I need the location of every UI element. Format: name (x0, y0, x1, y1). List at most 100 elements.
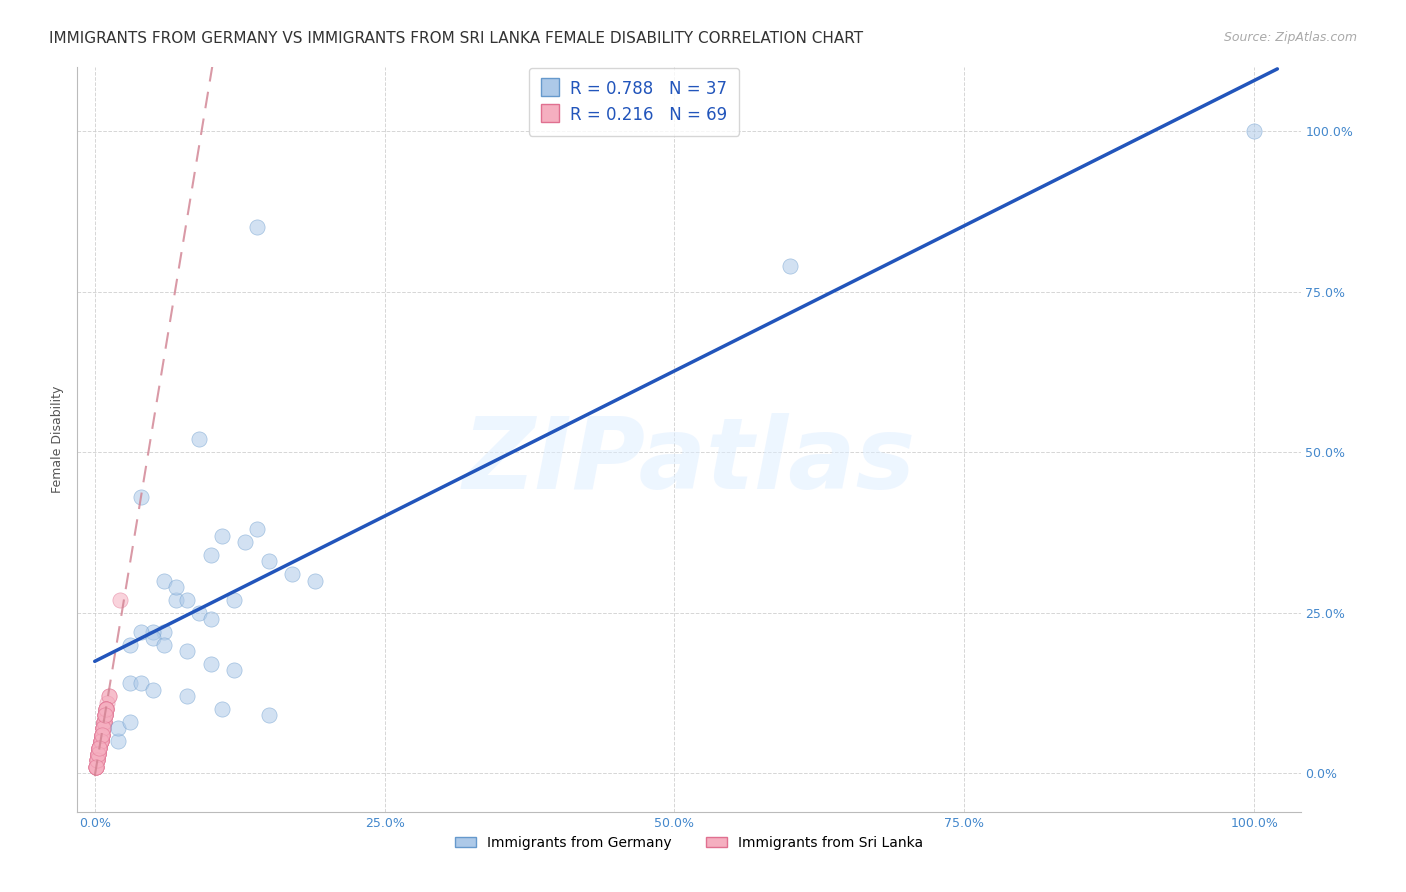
Point (84, 760, 107, 774)
Point (246, 220, 269, 235)
Point (89, 740, 111, 755)
Point (96, 702, 118, 716)
Point (176, 644, 198, 658)
Point (222, 592, 245, 607)
Point (779, 259, 801, 273)
Point (304, 574, 326, 588)
Point (91, 721, 114, 735)
Text: ZIPatlas: ZIPatlas (463, 413, 915, 510)
Point (93, 714, 115, 729)
Point (222, 664, 245, 678)
Point (93, 714, 115, 729)
Point (96, 696, 118, 710)
Point (90, 728, 112, 742)
Point (200, 657, 222, 671)
Point (87, 747, 110, 761)
Point (86, 753, 108, 767)
Point (84, 760, 107, 774)
Text: IMMIGRANTS FROM GERMANY VS IMMIGRANTS FROM SRI LANKA FEMALE DISABILITY CORRELATI: IMMIGRANTS FROM GERMANY VS IMMIGRANTS FR… (49, 31, 863, 46)
Point (153, 638, 176, 652)
Point (281, 567, 304, 582)
Point (87, 747, 110, 761)
Point (93, 714, 115, 729)
Point (94, 708, 117, 723)
Point (142, 624, 165, 639)
Point (97, 689, 120, 703)
Point (90, 728, 112, 742)
Point (89, 740, 111, 755)
Point (110, 592, 132, 607)
Point (257, 708, 280, 723)
Point (153, 574, 176, 588)
Point (91, 721, 114, 735)
Point (89, 740, 111, 755)
Point (200, 548, 222, 562)
Point (84, 760, 107, 774)
Point (200, 612, 222, 626)
Point (176, 689, 198, 703)
Point (94, 708, 117, 723)
Point (107, 734, 129, 748)
Point (87, 747, 110, 761)
Point (93, 714, 115, 729)
Point (89, 734, 111, 748)
Point (257, 554, 280, 568)
Point (96, 702, 118, 716)
Point (142, 632, 165, 646)
Point (89, 740, 111, 755)
Point (107, 721, 129, 735)
Point (129, 676, 152, 690)
Point (211, 528, 233, 542)
Point (93, 714, 115, 729)
Point (118, 638, 141, 652)
Point (89, 734, 111, 748)
Point (129, 624, 152, 639)
Point (97, 689, 120, 703)
Legend: Immigrants from Germany, Immigrants from Sri Lanka: Immigrants from Germany, Immigrants from… (449, 829, 929, 857)
Point (118, 714, 141, 729)
Point (235, 535, 257, 549)
Point (86, 753, 108, 767)
Point (129, 490, 152, 504)
Point (94, 708, 117, 723)
Point (188, 433, 211, 447)
Point (89, 734, 111, 748)
Point (84, 760, 107, 774)
Point (118, 676, 141, 690)
Point (91, 721, 114, 735)
Point (96, 702, 118, 716)
Point (89, 740, 111, 755)
Point (87, 747, 110, 761)
Point (94, 708, 117, 723)
Point (87, 747, 110, 761)
Y-axis label: Female Disability: Female Disability (51, 385, 65, 493)
Point (91, 721, 114, 735)
Point (89, 734, 111, 748)
Point (94, 708, 117, 723)
Point (86, 753, 108, 767)
Point (142, 682, 165, 697)
Point (188, 606, 211, 620)
Point (246, 522, 269, 536)
Point (90, 728, 112, 742)
Point (87, 747, 110, 761)
Point (93, 714, 115, 729)
Point (96, 702, 118, 716)
Point (89, 740, 111, 755)
Point (90, 728, 112, 742)
Point (91, 721, 114, 735)
Point (165, 580, 187, 594)
Point (176, 592, 198, 607)
Point (94, 708, 117, 723)
Point (91, 721, 114, 735)
Point (96, 702, 118, 716)
Point (94, 708, 117, 723)
Point (89, 734, 111, 748)
Point (86, 753, 108, 767)
Point (90, 728, 112, 742)
Point (89, 734, 111, 748)
Point (165, 592, 187, 607)
Point (211, 702, 233, 716)
Point (87, 747, 110, 761)
Point (90, 728, 112, 742)
